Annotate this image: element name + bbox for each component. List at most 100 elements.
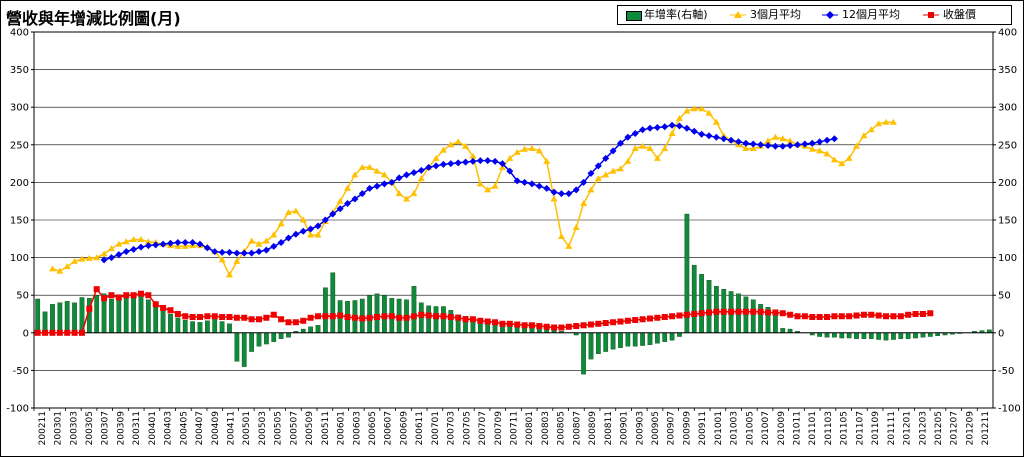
ma3-point xyxy=(860,132,868,139)
ma12-point xyxy=(144,242,152,250)
ma12-point xyxy=(779,142,787,150)
price-point xyxy=(551,324,558,331)
x-tick-label: 201009 xyxy=(777,411,787,446)
price-point xyxy=(285,319,292,326)
price-point xyxy=(226,314,233,321)
x-tick-label: 200511 xyxy=(321,411,331,445)
price-point xyxy=(196,314,203,321)
x-tick-label: 200901 xyxy=(620,411,630,445)
ma3-point xyxy=(624,157,632,164)
y-right-tick-label: 400 xyxy=(998,28,1017,39)
ma12-point xyxy=(196,240,204,248)
x-tick-label: 200703 xyxy=(447,411,457,445)
y-left-tick-label: 50 xyxy=(16,291,29,302)
ma12-point xyxy=(565,190,573,198)
bar xyxy=(920,332,926,338)
price-point xyxy=(919,311,926,317)
legend-label-bar: 年增率(右軸) xyxy=(644,8,708,21)
x-tick-label: 200305 xyxy=(85,411,95,445)
price-point xyxy=(676,312,683,319)
ma12-point xyxy=(491,157,499,165)
price-point xyxy=(787,311,794,318)
x-tick-label: 200303 xyxy=(69,411,79,445)
ma12-point xyxy=(653,124,661,132)
price-point xyxy=(351,314,358,321)
price-point xyxy=(381,313,388,320)
ma3-point xyxy=(56,267,64,274)
x-tick-label: 200905 xyxy=(651,411,661,445)
bar xyxy=(35,298,41,333)
ma12-point xyxy=(270,242,278,250)
bar xyxy=(595,332,601,355)
bar xyxy=(249,332,254,352)
ma3-point xyxy=(491,182,499,189)
x-tick-label: 200605 xyxy=(368,411,378,445)
bar xyxy=(441,306,446,333)
y-right-tick-label: 0 xyxy=(998,328,1004,339)
price-point xyxy=(255,316,262,323)
ma12-point xyxy=(255,248,263,256)
price-point xyxy=(433,313,440,320)
price-point xyxy=(270,311,277,318)
ma3-point xyxy=(248,237,256,244)
x-tick-label: 200607 xyxy=(384,411,394,445)
ma3-point xyxy=(225,271,233,278)
bar xyxy=(448,310,454,333)
bar xyxy=(197,322,203,333)
bar xyxy=(625,332,631,347)
bar xyxy=(691,264,697,333)
ma3-point xyxy=(609,167,617,174)
ma12-point xyxy=(395,174,403,182)
bar xyxy=(876,332,882,340)
price-point xyxy=(875,312,882,319)
price-point xyxy=(794,313,801,320)
ma3-point xyxy=(351,171,359,178)
bar xyxy=(190,321,195,333)
x-tick-label: 200705 xyxy=(462,411,472,445)
x-tick-label: 200811 xyxy=(604,411,614,445)
price-point xyxy=(322,313,329,320)
ma3-point xyxy=(462,142,470,149)
x-tick-label: 201005 xyxy=(745,411,755,445)
bar xyxy=(743,296,749,333)
price-point xyxy=(101,295,108,302)
ma3-point xyxy=(882,118,890,125)
price-point xyxy=(366,314,373,321)
ma12-point xyxy=(137,243,145,251)
ma12-point xyxy=(439,160,447,168)
ma12-point xyxy=(152,241,160,249)
ma3-point xyxy=(786,137,794,144)
x-tick-label: 200309 xyxy=(116,411,126,446)
ma12-point xyxy=(366,184,374,192)
price-point xyxy=(204,313,211,320)
ma3-point xyxy=(484,186,492,193)
ma12-point xyxy=(454,159,462,167)
price-point xyxy=(831,313,838,320)
price-point xyxy=(174,311,181,317)
price-point xyxy=(853,312,860,319)
price-point xyxy=(56,329,63,336)
ma3-point xyxy=(63,263,71,270)
price-point xyxy=(624,317,631,324)
ma12-point xyxy=(712,133,720,141)
ma3-point xyxy=(439,146,447,153)
ma12-point xyxy=(351,195,359,203)
ma3-point xyxy=(683,107,691,114)
ma12-point xyxy=(314,222,322,230)
bar xyxy=(323,287,328,333)
ma3-point xyxy=(299,216,307,223)
price-point xyxy=(34,329,41,336)
ma12-point xyxy=(616,139,624,147)
x-tick-label: 200803 xyxy=(541,411,551,445)
legend-triangle-icon xyxy=(730,11,746,18)
ma12-point xyxy=(786,142,794,150)
x-tick-label: 200801 xyxy=(525,411,535,445)
x-tick-label: 200411 xyxy=(227,411,237,445)
ma3-point xyxy=(830,156,838,163)
y-right-tick-label: 200 xyxy=(998,178,1017,189)
price-point xyxy=(182,313,189,320)
bar xyxy=(891,332,896,340)
price-point xyxy=(646,315,653,322)
ma12-point xyxy=(535,182,543,190)
ma3-point xyxy=(712,118,720,125)
